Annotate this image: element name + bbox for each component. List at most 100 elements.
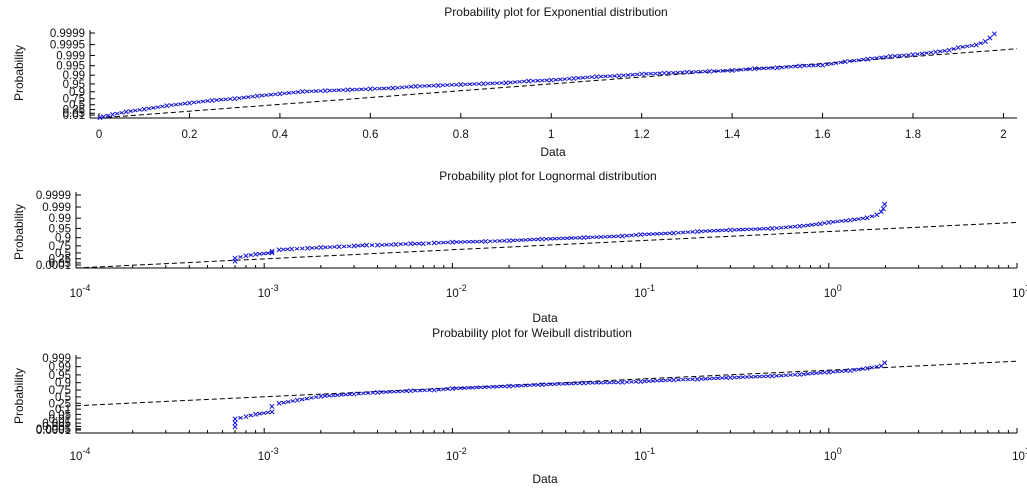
data-point-marker — [294, 246, 300, 251]
data-point-marker — [910, 52, 916, 58]
data-point-marker — [615, 234, 621, 239]
data-point-marker — [740, 375, 746, 380]
data-point-marker — [332, 245, 337, 249]
data-point-marker — [191, 100, 197, 105]
data-point-marker — [694, 228, 700, 235]
data-point-marker — [671, 70, 676, 75]
subplot-lognormal-title: Probability plot for Lognormal distribut… — [439, 169, 656, 183]
data-point-marker — [519, 383, 524, 388]
data-point-marker — [119, 110, 124, 115]
data-point-marker — [598, 235, 604, 239]
data-point-marker — [783, 373, 789, 378]
data-point-marker — [336, 244, 342, 250]
data-point-marker — [539, 78, 545, 83]
data-point-marker — [707, 229, 712, 233]
data-point-marker — [440, 387, 446, 392]
data-point-marker — [363, 87, 369, 92]
data-point-marker — [502, 238, 507, 243]
data-point-marker — [560, 381, 566, 386]
data-point-marker — [426, 241, 432, 246]
subplot-weibull-title: Probability plot for Weibull distributio… — [432, 326, 632, 340]
y-tick-label: 0.75 — [49, 241, 71, 253]
data-point-marker — [887, 53, 893, 59]
x-tick-label: 0 — [96, 129, 102, 141]
data-point-marker — [874, 56, 880, 60]
data-point-marker — [727, 227, 733, 233]
data-point-marker — [747, 67, 753, 71]
data-point-marker — [269, 248, 275, 254]
data-point-marker — [386, 86, 391, 91]
data-point-marker — [711, 228, 717, 233]
data-point-marker — [474, 385, 479, 390]
data-point-marker — [826, 369, 832, 375]
data-point-marker — [492, 239, 498, 243]
data-point-marker — [765, 374, 771, 379]
data-point-marker — [458, 386, 463, 391]
data-point-marker — [991, 31, 997, 37]
data-point-marker — [264, 93, 269, 98]
data-point-marker — [580, 75, 586, 80]
data-point-marker — [454, 386, 459, 391]
data-point-marker — [715, 228, 721, 233]
data-point-marker — [395, 85, 400, 90]
data-point-marker — [327, 88, 332, 93]
data-point-marker — [851, 58, 857, 63]
data-point-marker — [676, 230, 681, 235]
data-point-marker — [869, 56, 875, 61]
data-point-marker — [269, 403, 275, 410]
data-point-marker — [137, 107, 143, 112]
data-point-marker — [253, 251, 259, 257]
data-point-marker — [132, 108, 138, 113]
data-point-marker — [519, 238, 524, 242]
data-point-marker — [788, 373, 793, 377]
data-point-marker — [719, 228, 725, 233]
data-point-marker — [243, 414, 249, 420]
data-point-marker — [223, 97, 228, 102]
data-point-marker — [783, 225, 789, 230]
data-point-marker — [560, 236, 566, 241]
data-point-marker — [463, 82, 468, 87]
data-point-marker — [860, 57, 866, 62]
data-point-marker — [178, 102, 183, 106]
data-point-marker — [757, 374, 762, 379]
data-point-marker — [581, 380, 587, 386]
data-point-marker — [347, 392, 353, 397]
data-point-marker — [593, 74, 600, 80]
data-point-marker — [973, 42, 979, 48]
data-point-marker — [470, 385, 475, 390]
data-point-marker — [323, 245, 328, 250]
data-point-marker — [646, 379, 652, 384]
data-point-marker — [567, 76, 572, 81]
data-point-marker — [676, 377, 681, 382]
data-point-marker — [856, 58, 862, 62]
data-point-marker — [341, 244, 347, 249]
data-point-marker — [748, 374, 754, 379]
data-point-marker — [643, 71, 649, 76]
subplot-lognormal-xlabel: Data — [532, 311, 558, 325]
data-point-marker — [806, 63, 812, 68]
data-point-marker — [842, 59, 848, 65]
data-point-marker — [663, 378, 668, 383]
data-point-marker — [654, 378, 660, 383]
data-point-marker — [259, 93, 265, 98]
y-tick-label: 0.5 — [69, 100, 85, 112]
data-point-marker — [552, 382, 558, 387]
data-point-marker — [449, 239, 455, 245]
data-point-marker — [740, 227, 746, 232]
data-point-marker — [346, 244, 352, 249]
data-point-marker — [856, 367, 862, 372]
data-point-marker — [399, 85, 405, 90]
subplot-exponential-xlabel: Data — [540, 145, 566, 159]
data-point-marker — [517, 79, 522, 84]
x-tick-label: 100 — [824, 283, 842, 300]
data-point-marker — [486, 385, 492, 389]
data-point-marker — [793, 64, 798, 69]
y-tick-label: 0.01 — [63, 110, 85, 122]
data-point-marker — [805, 223, 811, 228]
data-point-marker — [261, 411, 267, 416]
data-point-marker — [753, 374, 758, 379]
data-point-marker — [290, 399, 296, 403]
data-point-marker — [494, 384, 500, 389]
data-point-marker — [860, 216, 866, 221]
data-point-marker — [404, 389, 409, 393]
